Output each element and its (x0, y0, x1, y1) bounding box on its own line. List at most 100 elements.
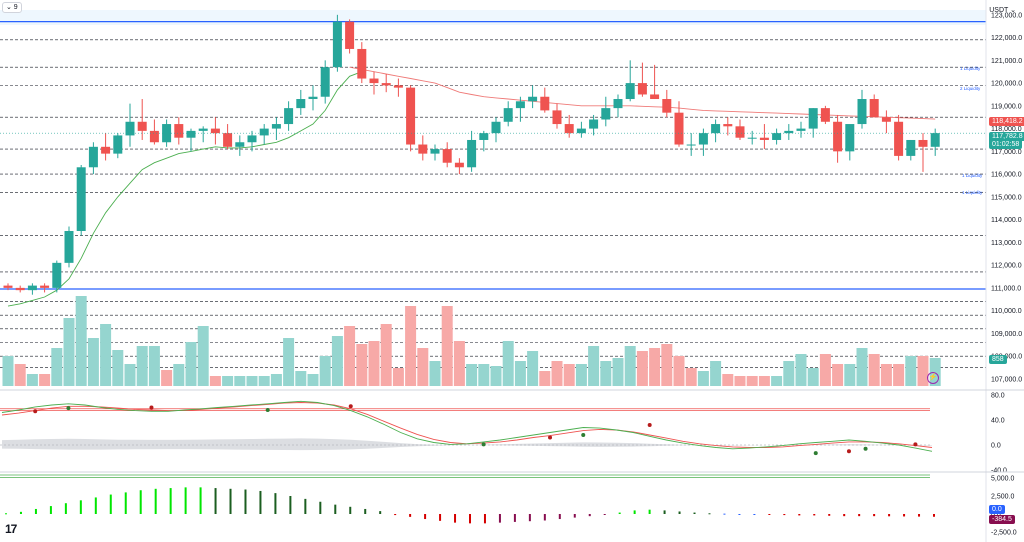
histogram-bar (903, 514, 906, 517)
histogram-zero-tag: 0.0 (989, 505, 1005, 514)
histogram-bar (64, 503, 67, 514)
cross-marker (813, 451, 818, 456)
histogram-bar (139, 490, 142, 514)
candle-body (149, 130, 159, 143)
histogram-bar (154, 488, 157, 514)
volume-bar (466, 364, 478, 386)
histogram-tick-label: 2,500.0 (991, 494, 1014, 501)
candle-body (918, 139, 928, 147)
volume-bar (673, 356, 685, 386)
volume-bar (795, 354, 807, 386)
tradingview-logo: 17 (5, 522, 17, 536)
histogram-bar (933, 514, 935, 517)
candle-body (76, 167, 86, 231)
volume-bar (441, 306, 453, 386)
histogram-bar (738, 514, 741, 515)
volume-tag: 858 (989, 355, 1007, 364)
histogram-bar (394, 514, 397, 516)
histogram-tick-label: -2,500.0 (991, 530, 1017, 537)
volume-bar (819, 354, 831, 386)
candle-body (40, 285, 50, 288)
volume-bar (771, 376, 783, 386)
candle-body (601, 108, 611, 120)
volume-bar (185, 342, 197, 386)
histogram-bar (528, 514, 531, 522)
volume-bar (112, 350, 124, 386)
candle-body (284, 108, 294, 125)
chevron-down-icon: ⌄ (1010, 7, 1016, 14)
histogram-bar (379, 511, 382, 514)
histogram-bar (169, 488, 172, 514)
interval-selector[interactable]: ⌄ 9 (2, 2, 22, 13)
volume-bar (588, 346, 600, 386)
histogram-bar (558, 514, 561, 520)
currency-selector[interactable]: USDT ⌄ (989, 6, 1016, 14)
volume-bar (868, 354, 880, 386)
price-tick-label: 110,000.0 (991, 308, 1022, 315)
volume-bar (283, 338, 295, 386)
histogram-bar (259, 490, 262, 514)
candle-body (723, 124, 733, 127)
candle-body (772, 133, 782, 140)
candle-body (479, 133, 489, 140)
candle-body (15, 287, 25, 291)
volume-bar (246, 376, 258, 386)
volume-bar (575, 364, 587, 386)
price-tick-label: 119,000.0 (991, 103, 1022, 110)
candle-body (857, 99, 867, 125)
lightning-icon[interactable]: ⚡ (927, 372, 939, 384)
osc-tick-label: 0.0 (991, 443, 1001, 450)
histogram-bar (229, 488, 232, 514)
volume-bar (527, 351, 539, 386)
osc-fast-line (1, 400, 933, 452)
candle-body (515, 101, 525, 109)
candle-body (735, 126, 745, 138)
candle-body (296, 99, 306, 109)
volume-bar (392, 368, 404, 386)
volume-bar (685, 368, 697, 386)
candle-body (357, 48, 367, 79)
candle-body (869, 99, 879, 118)
volume-bar (51, 348, 63, 386)
currency-label: USDT (989, 7, 1009, 14)
volume-bar (344, 326, 356, 386)
candle-body (162, 124, 172, 143)
histogram-bar (274, 493, 277, 514)
volume-bar (100, 324, 112, 386)
histogram-bar (618, 512, 621, 514)
volume-bar (209, 376, 221, 386)
volume-bar (270, 374, 282, 386)
histogram-bar (678, 511, 681, 514)
candle-body (247, 135, 257, 143)
histogram-bar (693, 512, 696, 514)
volume-bar (87, 338, 99, 386)
histogram-bar (244, 489, 247, 514)
candle-body (894, 121, 904, 156)
histogram-bar (708, 513, 711, 515)
price-tick-label: 121,000.0 (991, 58, 1022, 65)
volume-bar (905, 356, 917, 386)
volume-bar (148, 346, 160, 386)
volume-bar (136, 346, 148, 386)
histogram-bar (918, 514, 921, 517)
histogram-bar (469, 514, 471, 524)
histogram-bar (289, 496, 292, 514)
price-tick-label: 112,000.0 (991, 263, 1022, 270)
volume-bar (319, 356, 331, 386)
histogram-bar (858, 514, 861, 517)
histogram-last-tag: -384.5 (989, 515, 1015, 524)
histogram-bar (424, 514, 427, 520)
candle-body (88, 146, 98, 168)
histogram-bar (513, 514, 516, 522)
candle-body (906, 139, 916, 156)
volume-bar (173, 364, 185, 386)
candle-body (613, 99, 623, 109)
candle-body (552, 110, 562, 125)
volume-bar (295, 371, 307, 386)
volume-bar (75, 296, 87, 386)
liquidity-label-top-lower: 2 Liquidity (960, 86, 981, 91)
volume-bar (832, 364, 844, 386)
histogram-bar (768, 514, 771, 515)
volume-bar (514, 361, 526, 386)
